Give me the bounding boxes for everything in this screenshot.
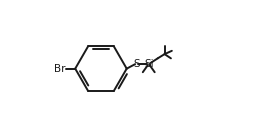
Text: Br: Br	[54, 64, 65, 74]
Text: S: S	[133, 59, 140, 69]
Text: Si: Si	[144, 59, 154, 69]
